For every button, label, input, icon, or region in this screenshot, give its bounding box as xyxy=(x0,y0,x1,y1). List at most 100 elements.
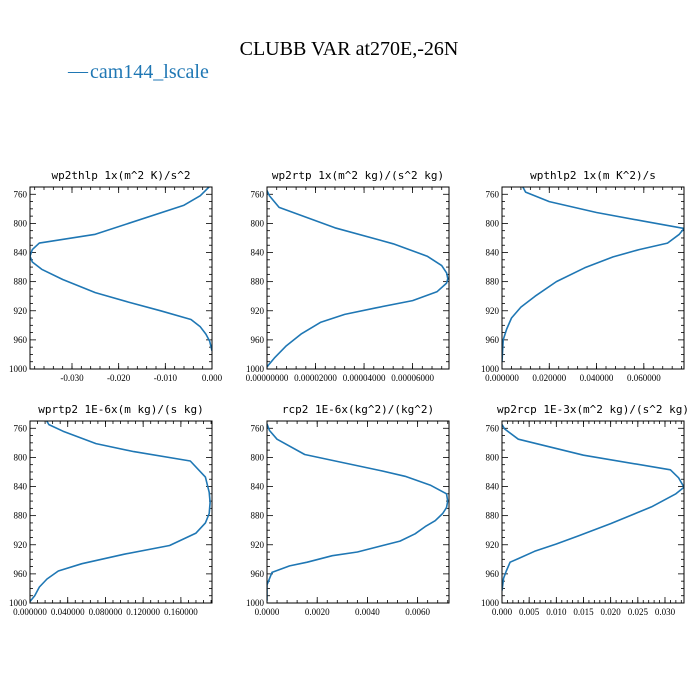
series-line xyxy=(502,187,684,362)
y-tick-label: 1000 xyxy=(481,598,500,608)
legend: — cam144_lscale xyxy=(67,60,209,83)
y-tick-label: 800 xyxy=(486,452,500,462)
x-tick-label: 0.0020 xyxy=(305,607,330,617)
panel-6: wp2rcp 1E-3x(m^2 kg)/(s^2 kg) 760 800 840 88… xyxy=(481,403,689,617)
y-tick-label: 800 xyxy=(251,452,265,462)
x-tick-label: 0.00002000 xyxy=(294,373,337,383)
x-tick-label: 0.030 xyxy=(655,607,676,617)
y-tick-label: 920 xyxy=(251,306,265,316)
y-tick-label: 800 xyxy=(486,218,500,228)
panel-frame xyxy=(266,420,450,604)
x-tick-label: 0.000 xyxy=(492,607,513,617)
series-line xyxy=(267,190,449,368)
x-tick-label: 0.015 xyxy=(573,607,594,617)
y-tick-label: 1000 xyxy=(9,598,28,608)
y-tick-label: 960 xyxy=(486,569,500,579)
y-tick-label: 880 xyxy=(14,277,28,287)
y-tick-label: 1000 xyxy=(246,598,265,608)
x-tick-label: 0.0000 xyxy=(255,607,280,617)
figure-title: CLUBB VAR at270E,-26N xyxy=(240,38,459,60)
y-tick-label: 960 xyxy=(14,335,28,345)
y-tick-label: 920 xyxy=(14,306,28,316)
y-tick-label: 800 xyxy=(14,218,28,228)
panel-1: wp2thlp 1x(m^2 K)/s^2 760 800 840 880 920 960 1… xyxy=(9,169,223,383)
x-tick-label: 0.000000 xyxy=(485,373,519,383)
y-tick-label: 1000 xyxy=(9,364,28,374)
x-tick-label: 0.120000 xyxy=(126,607,160,617)
panel-title: wprtp2 1E-6x(m kg)/(s kg) xyxy=(38,403,204,416)
panel-title: rcp2 1E-6x(kg^2)/(kg^2) xyxy=(282,403,434,416)
y-tick-label: 960 xyxy=(251,335,265,345)
y-tick-label: 960 xyxy=(14,569,28,579)
y-tick-label: 760 xyxy=(251,189,265,199)
y-tick-label: 760 xyxy=(486,423,500,433)
panel-3: wpthlp2 1x(m K^2)/s 760 800 840 880 920 960 100… xyxy=(481,169,685,383)
x-tick-label: 0.040000 xyxy=(580,373,614,383)
y-tick-label: 800 xyxy=(251,218,265,228)
legend-label: cam144_lscale xyxy=(90,61,209,83)
x-tick-label: 0.060000 xyxy=(627,373,661,383)
panel-title: wp2rtp 1x(m^2 kg)/(s^2 kg) xyxy=(272,169,444,182)
y-tick-label: 840 xyxy=(251,482,265,492)
panel-frame xyxy=(501,186,685,370)
panel-title: wpthlp2 1x(m K^2)/s xyxy=(530,169,656,182)
panel-frame xyxy=(29,186,213,370)
y-tick-label: 880 xyxy=(251,511,265,521)
y-tick-label: 760 xyxy=(486,189,500,199)
y-tick-label: 880 xyxy=(251,277,265,287)
y-tick-label: 800 xyxy=(14,452,28,462)
y-tick-label: 760 xyxy=(14,423,28,433)
x-tick-label: 0.00006000 xyxy=(391,373,434,383)
x-tick-label: 0.00000000 xyxy=(246,373,289,383)
x-tick-label: 0.000000 xyxy=(13,607,47,617)
y-tick-label: 840 xyxy=(486,248,500,258)
y-tick-label: 960 xyxy=(251,569,265,579)
y-tick-label: 920 xyxy=(14,540,28,550)
y-tick-label: 960 xyxy=(486,335,500,345)
y-tick-label: 920 xyxy=(486,306,500,316)
y-tick-label: 1000 xyxy=(481,364,500,374)
panel-title: wp2rcp 1E-3x(m^2 kg)/(s^2 kg) xyxy=(497,403,689,416)
y-tick-label: 920 xyxy=(486,540,500,550)
series-line xyxy=(30,421,211,603)
y-tick-label: 1000 xyxy=(246,364,265,374)
panel-frame xyxy=(501,420,685,604)
x-tick-label: 0.010 xyxy=(546,607,567,617)
y-tick-label: 760 xyxy=(14,189,28,199)
x-tick-label: 0.000 xyxy=(202,373,223,383)
panel-5: rcp2 1E-6x(kg^2)/(kg^2) 760 800 840 880 920 96… xyxy=(246,403,450,617)
panels: wp2thlp 1x(m^2 K)/s^2 760 800 840 880 920 960 1… xyxy=(9,169,689,617)
x-tick-label: 0.040000 xyxy=(51,607,85,617)
y-tick-label: 920 xyxy=(251,540,265,550)
y-tick-label: 880 xyxy=(14,511,28,521)
panel-4: wprtp2 1E-6x(m kg)/(s kg) 760 800 840 880 920… xyxy=(9,403,213,617)
y-tick-label: 840 xyxy=(14,248,28,258)
y-tick-label: 880 xyxy=(486,511,500,521)
series-line xyxy=(30,187,212,351)
series-line xyxy=(267,423,449,601)
y-tick-label: 840 xyxy=(14,482,28,492)
y-tick-label: 840 xyxy=(486,482,500,492)
x-tick-label: 0.0060 xyxy=(405,607,430,617)
series-line xyxy=(502,424,684,591)
y-tick-label: 880 xyxy=(486,277,500,287)
x-tick-label: 0.020000 xyxy=(532,373,566,383)
x-tick-label: -0.010 xyxy=(154,373,178,383)
x-tick-label: 0.020 xyxy=(601,607,622,617)
x-tick-label: 0.005 xyxy=(519,607,540,617)
legend-marker: — xyxy=(67,60,89,82)
y-tick-label: 760 xyxy=(251,423,265,433)
panel-frame xyxy=(266,186,450,370)
panel-frame xyxy=(29,420,213,604)
x-tick-label: -0.020 xyxy=(107,373,131,383)
x-tick-label: -0.030 xyxy=(60,373,84,383)
x-tick-label: 0.0040 xyxy=(355,607,380,617)
panel-2: wp2rtp 1x(m^2 kg)/(s^2 kg) 760 800 840 880 92… xyxy=(246,169,450,383)
panel-title: wp2thlp 1x(m^2 K)/s^2 xyxy=(51,169,190,182)
y-tick-label: 840 xyxy=(251,248,265,258)
x-tick-label: 0.025 xyxy=(628,607,649,617)
x-tick-label: 0.080000 xyxy=(89,607,123,617)
x-tick-label: 0.160000 xyxy=(164,607,198,617)
x-tick-label: 0.00004000 xyxy=(343,373,386,383)
